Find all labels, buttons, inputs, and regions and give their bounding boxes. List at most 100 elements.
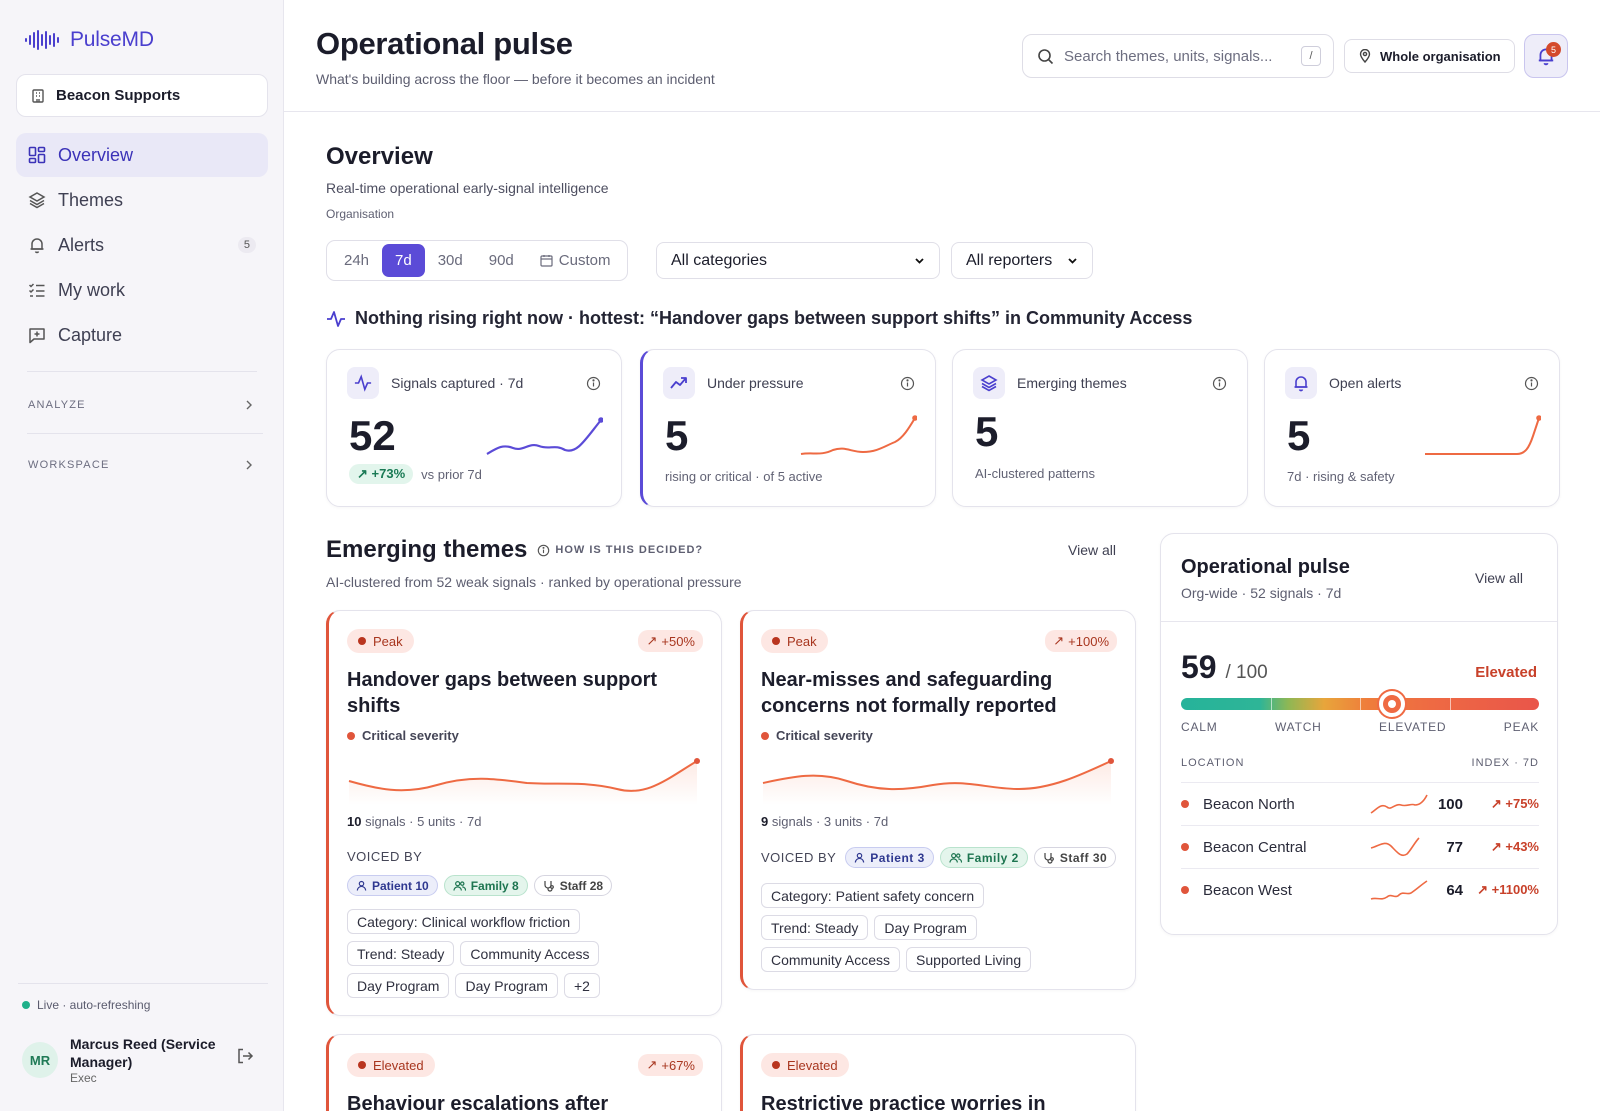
emerging-view-all-link[interactable]: View all [1068, 542, 1116, 558]
section-label: ANALYZE [28, 399, 86, 411]
location-delta: ↗ +1100% [1477, 882, 1539, 897]
location-sparkline [1370, 880, 1428, 900]
location-name: Beacon West [1203, 881, 1292, 899]
alerts-count-badge: 5 [237, 237, 256, 253]
category-filter-select[interactable]: All categories [656, 242, 940, 279]
stat-footer: ↗ +73% vs prior 7d [349, 464, 482, 484]
building-icon [32, 88, 44, 103]
range-7d-button[interactable]: 7d [382, 244, 425, 277]
activity-icon [327, 310, 345, 327]
bell-icon [30, 238, 44, 254]
sidebar-section-analyze[interactable]: ANALYZE [28, 399, 254, 411]
stat-card-emerging-themes[interactable]: Emerging themes 5 AI-clustered patterns [952, 349, 1248, 507]
theme-tag[interactable]: Trend: Steady [347, 941, 455, 966]
range-24h-button[interactable]: 24h [344, 252, 370, 269]
stat-label: Open alerts [1329, 375, 1402, 391]
brand-logo[interactable]: PulseMD [24, 28, 154, 52]
time-range-selector: 24h 7d 30d 90d Custom [326, 240, 629, 281]
sidebar-item-label: Capture [58, 324, 123, 345]
scope-selector[interactable]: Whole organisation [1344, 39, 1515, 73]
emerging-themes-title: Emerging themes [326, 536, 528, 563]
notifications-button[interactable]: 5 [1524, 34, 1568, 78]
theme-tag[interactable]: Trend: Steady [761, 915, 869, 940]
range-90d-button[interactable]: 90d [488, 252, 514, 269]
user-name: Marcus Reed (Service Manager) [70, 1036, 216, 1070]
theme-title: Handover gaps between support shifts [347, 669, 658, 717]
pulse-view-all-link[interactable]: View all [1475, 570, 1523, 586]
stat-footer-text: 7d · rising & safety [1287, 469, 1395, 484]
theme-tag[interactable]: Supported Living [906, 947, 1032, 972]
stat-value: 52 [349, 412, 396, 459]
theme-card[interactable]: Elevated Restrictive practice worries in [740, 1034, 1136, 1111]
theme-tag[interactable]: Category: Clinical workflow friction [347, 909, 581, 934]
sidebar-item-overview[interactable]: Overview [16, 133, 268, 177]
info-icon[interactable] [586, 376, 601, 391]
theme-sparkline [762, 758, 1114, 805]
pulse-gauge [1181, 691, 1539, 717]
sidebar-item-my-work[interactable]: My work [16, 268, 268, 312]
location-column-header: LOCATION [1181, 757, 1245, 769]
logout-icon[interactable] [236, 1047, 254, 1065]
scope-label: Whole organisation [1380, 48, 1501, 64]
theme-level-badge: Peak [761, 629, 828, 653]
sidebar-item-label: Alerts [58, 234, 105, 255]
theme-card[interactable]: Peak ↗ +100% Near-misses and safeguardin… [740, 610, 1136, 990]
pressure-sparkline [800, 415, 917, 455]
theme-card[interactable]: Elevated ↗ +67% Behaviour escalations af… [326, 1034, 722, 1111]
stethoscope-icon [1044, 852, 1054, 864]
gauge-label: WATCH [1274, 720, 1322, 734]
overview-title: Overview [326, 143, 433, 170]
info-icon[interactable] [1524, 376, 1539, 391]
gauge-tick [1270, 698, 1272, 710]
sidebar-section-workspace[interactable]: WORKSPACE [28, 459, 254, 471]
org-name: Beacon Supports [56, 87, 181, 104]
location-row[interactable]: Beacon Central 77 ↗ +43% [1181, 825, 1539, 868]
stat-card-signals[interactable]: Signals captured · 7d 52 ↗ +73% vs prior… [326, 349, 622, 507]
info-icon[interactable] [1212, 376, 1227, 391]
reporter-filter-value: All reporters [966, 251, 1053, 269]
sidebar-item-capture[interactable]: Capture [16, 313, 268, 357]
location-row[interactable]: Beacon West 64 ↗ +1100% [1181, 868, 1539, 911]
how-decided-link[interactable]: HOW IS THIS DECIDED? [537, 544, 703, 557]
emerging-themes-heading: Emerging themes HOW IS THIS DECIDED? [326, 536, 703, 564]
pulse-title: Operational pulse [1181, 556, 1350, 578]
gauge-label: PEAK [1503, 720, 1539, 734]
page-title: Operational pulse [316, 26, 573, 61]
sidebar-item-themes[interactable]: Themes [16, 178, 268, 222]
range-30d-button[interactable]: 30d [437, 252, 463, 269]
stat-card-under-pressure[interactable]: Under pressure 5 rising or critical · of… [640, 349, 936, 507]
location-status-dot [1181, 800, 1189, 808]
index-column-header: INDEX · 7D [1471, 757, 1539, 769]
info-icon[interactable] [900, 376, 915, 391]
theme-tag[interactable]: Day Program [347, 973, 450, 998]
range-custom-button[interactable]: Custom [527, 244, 624, 277]
theme-tag[interactable]: Community Access [460, 941, 600, 966]
theme-tag[interactable]: Day Program [874, 915, 977, 940]
theme-level-badge: Elevated [761, 1053, 849, 1077]
layers-icon [28, 192, 46, 209]
theme-tag[interactable]: Day Program [455, 973, 558, 998]
reporter-filter-select[interactable]: All reporters [951, 242, 1093, 279]
person-icon [855, 852, 865, 863]
staff-voice-chip: Staff 28 [533, 875, 613, 896]
severity-dot [347, 731, 355, 740]
stat-value: 5 [1287, 412, 1311, 459]
location-row[interactable]: Beacon North 100 ↗ +75% [1181, 782, 1539, 825]
voiced-by-label: VOICED BY [347, 849, 423, 864]
theme-tag[interactable]: Category: Patient safety concern [761, 883, 985, 908]
theme-meta: 10 signals · 5 units · 7d [347, 814, 482, 829]
overview-subtitle: Real-time operational early-signal intel… [326, 180, 609, 196]
gauge-labels: CALM WATCH ELEVATED PEAK [1181, 720, 1539, 734]
theme-delta-badge: ↗ +50% [638, 630, 703, 652]
stat-card-open-alerts[interactable]: Open alerts 5 7d · rising & safety [1264, 349, 1560, 507]
org-switcher[interactable]: Beacon Supports [16, 74, 268, 117]
location-index: 77 [1446, 838, 1463, 856]
hottest-text: Nothing rising right now · hottest: “Han… [355, 308, 1193, 328]
user-profile: MR Marcus Reed (Service Manager) Exec [22, 1035, 262, 1085]
theme-card[interactable]: Peak ↗ +50% Handover gaps between suppor… [326, 610, 722, 1016]
more-tags-button[interactable]: +2 [563, 973, 600, 998]
theme-tag[interactable]: Community Access [761, 947, 901, 972]
operational-pulse-card: Operational pulse Org-wide · 52 signals … [1160, 533, 1558, 935]
sidebar-item-alerts[interactable]: Alerts 5 [16, 223, 268, 267]
search-input[interactable]: Search themes, units, signals... / [1022, 34, 1334, 78]
